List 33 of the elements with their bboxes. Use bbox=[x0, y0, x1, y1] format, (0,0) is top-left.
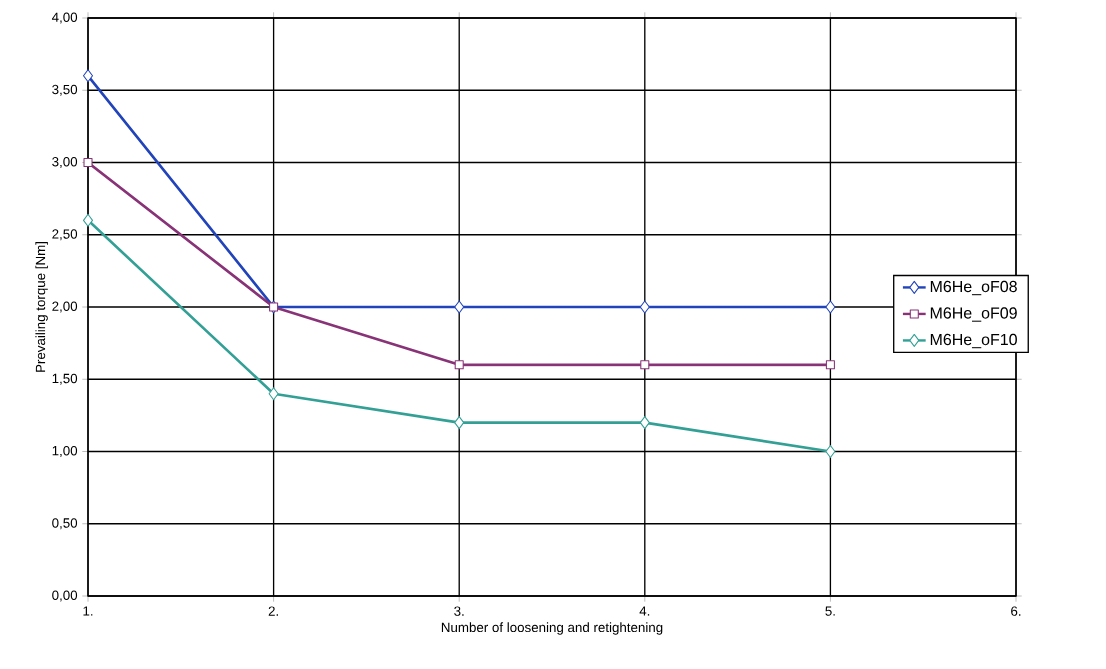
y-tick-label: 2,00 bbox=[52, 301, 78, 313]
point bbox=[454, 416, 465, 430]
y-tick-label: 2,50 bbox=[52, 229, 78, 241]
x-tick-label: 6. bbox=[1011, 606, 1021, 616]
point bbox=[640, 360, 650, 370]
y-tick-label: 4,00 bbox=[51, 12, 78, 24]
x-tick-label: 2. bbox=[268, 606, 278, 616]
x-tick-label: 3. bbox=[454, 606, 464, 616]
y-tick-label: 1,50 bbox=[52, 373, 78, 385]
y-tick-label: 3,00 bbox=[52, 157, 78, 169]
point bbox=[639, 300, 650, 314]
point bbox=[454, 360, 464, 370]
y-axis-title: Prevailing torque [Nm] bbox=[35, 242, 48, 372]
point bbox=[825, 300, 836, 314]
point bbox=[83, 157, 93, 168]
point bbox=[82, 69, 94, 83]
legend-label: M6He_oF08 bbox=[930, 280, 1017, 296]
point bbox=[268, 387, 279, 401]
point bbox=[639, 416, 650, 430]
y-tick-label: 0,50 bbox=[52, 518, 78, 530]
point bbox=[825, 360, 835, 370]
point bbox=[82, 213, 94, 227]
legend-label: M6He_oF10 bbox=[930, 333, 1017, 349]
x-tick-label: 5. bbox=[825, 606, 835, 616]
point bbox=[454, 300, 465, 314]
point bbox=[825, 444, 836, 459]
y-tick-label: 3,50 bbox=[52, 84, 78, 96]
x-axis-title: Number of loosening and retightening bbox=[441, 622, 663, 635]
x-tick-label: 4. bbox=[639, 606, 650, 616]
y-tick-label: 1,00 bbox=[52, 446, 78, 458]
y-tick-label: 0,00 bbox=[52, 590, 78, 602]
legend-label: M6He_oF09 bbox=[930, 307, 1017, 322]
x-tick-label: 1. bbox=[83, 606, 93, 616]
